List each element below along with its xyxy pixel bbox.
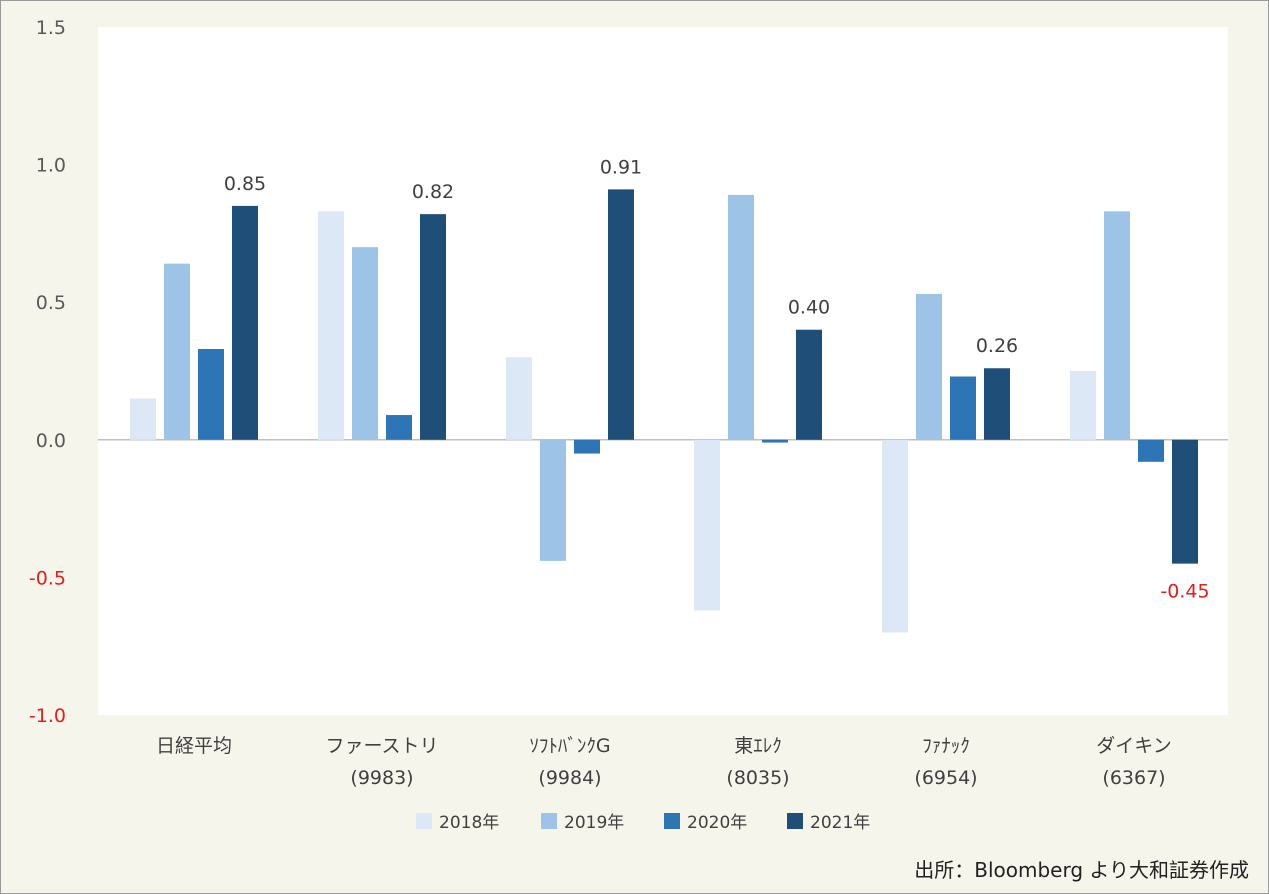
legend-swatch bbox=[664, 813, 680, 829]
bar-2020年-0 bbox=[198, 348, 224, 440]
data-label: 0.85 bbox=[224, 173, 266, 195]
x-category-label: ﾌｧﾅｯｸ bbox=[922, 735, 970, 757]
bar-2021年-1 bbox=[420, 214, 446, 440]
x-category-label: ファーストリ bbox=[325, 735, 438, 757]
x-category-label: (6367) bbox=[1102, 767, 1165, 789]
source-note: 出所：Bloomberg より大和証券作成 bbox=[914, 858, 1249, 882]
legend-label: 2019年 bbox=[564, 813, 624, 833]
y-tick-label: -0.5 bbox=[29, 567, 66, 589]
data-label: -0.45 bbox=[1160, 581, 1209, 603]
data-label: 0.82 bbox=[412, 181, 454, 203]
bar-2018年-5 bbox=[1070, 371, 1096, 440]
bar-2020年-5 bbox=[1138, 439, 1164, 462]
y-tick-label: -1.0 bbox=[29, 705, 66, 727]
bar-2020年-1 bbox=[386, 415, 412, 440]
y-tick-label: 0.5 bbox=[36, 292, 66, 314]
y-tick-label: 0.0 bbox=[36, 430, 66, 452]
bar-2018年-2 bbox=[506, 357, 532, 440]
bar-2021年-5 bbox=[1172, 439, 1198, 564]
x-category-label: (8035) bbox=[726, 767, 789, 789]
bar-2019年-3 bbox=[728, 194, 754, 440]
bar-2021年-4 bbox=[984, 368, 1010, 440]
bar-2019年-2 bbox=[540, 439, 566, 561]
bar-2019年-0 bbox=[164, 263, 190, 440]
y-axis: 1.5 1.0 0.5 0.0 -0.5 -1.0 bbox=[29, 17, 66, 727]
bar-2020年-4 bbox=[950, 376, 976, 440]
legend-swatch bbox=[541, 813, 557, 829]
data-label: 0.91 bbox=[600, 156, 642, 178]
data-label: 0.40 bbox=[788, 297, 830, 319]
y-tick-label: 1.0 bbox=[36, 155, 66, 177]
x-category-label: (6954) bbox=[914, 767, 977, 789]
plot-area bbox=[98, 27, 1228, 715]
x-category-label: (9984) bbox=[538, 767, 601, 789]
bar-2020年-2 bbox=[574, 439, 600, 454]
bar-2019年-5 bbox=[1104, 211, 1130, 440]
legend-swatch bbox=[416, 813, 432, 829]
legend-label: 2020年 bbox=[687, 813, 747, 833]
bar-2021年-3 bbox=[796, 329, 822, 440]
x-category-label: 日経平均 bbox=[156, 735, 232, 757]
bar-2018年-4 bbox=[882, 439, 908, 633]
bar-2021年-0 bbox=[232, 205, 258, 440]
y-tick-label: 1.5 bbox=[36, 17, 66, 39]
bar-2018年-0 bbox=[130, 398, 156, 440]
x-category-label: ｿﾌﾄﾊﾞﾝｸG bbox=[529, 735, 610, 757]
x-axis: 日経平均 ファーストリ (9983) ｿﾌﾄﾊﾞﾝｸG (9984) 東ｴﾚｸ (8035)… bbox=[156, 735, 1172, 789]
legend: 2018年 2019年 2020年 2021年 bbox=[416, 813, 870, 833]
x-category-label: 東ｴﾚｸ bbox=[734, 735, 782, 757]
bar-2018年-1 bbox=[318, 211, 344, 440]
x-category-label: ダイキン bbox=[1096, 735, 1171, 757]
data-label: 0.26 bbox=[976, 335, 1018, 357]
bars bbox=[130, 189, 1198, 633]
legend-swatch bbox=[787, 813, 803, 829]
data-labels: 0.85 0.82 0.91 0.40 0.26 -0.45 bbox=[224, 156, 1210, 602]
bar-2019年-4 bbox=[916, 293, 942, 440]
bar-2018年-3 bbox=[694, 439, 720, 611]
x-category-label: (9983) bbox=[350, 767, 413, 789]
bar-2019年-1 bbox=[352, 247, 378, 440]
legend-label: 2018年 bbox=[439, 813, 499, 833]
legend-label: 2021年 bbox=[810, 813, 870, 833]
bar-2020年-3 bbox=[762, 439, 788, 443]
bar-2021年-2 bbox=[608, 189, 634, 440]
